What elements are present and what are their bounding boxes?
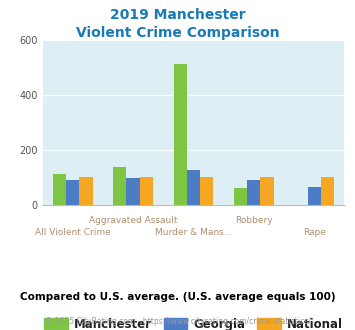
Bar [140, 177, 153, 205]
Text: Robbery: Robbery [235, 216, 273, 225]
Text: Rape: Rape [303, 228, 326, 237]
Text: Aggravated Assault: Aggravated Assault [89, 216, 178, 225]
Bar [261, 177, 274, 205]
Bar [53, 174, 66, 205]
Bar [113, 168, 126, 205]
Bar [174, 64, 187, 205]
Bar [187, 170, 200, 205]
Bar [234, 187, 247, 205]
Text: Violent Crime Comparison: Violent Crime Comparison [76, 26, 279, 40]
Legend: Manchester, Georgia, National: Manchester, Georgia, National [40, 313, 347, 330]
Bar [80, 177, 93, 205]
Bar [200, 177, 213, 205]
Bar [126, 179, 140, 205]
Text: Compared to U.S. average. (U.S. average equals 100): Compared to U.S. average. (U.S. average … [20, 292, 335, 302]
Bar [307, 187, 321, 205]
Bar [247, 181, 261, 205]
Text: Murder & Mans...: Murder & Mans... [155, 228, 232, 237]
Bar [321, 177, 334, 205]
Bar [66, 180, 80, 205]
Text: 2019 Manchester: 2019 Manchester [110, 8, 245, 22]
Text: © 2025 CityRating.com - https://www.cityrating.com/crime-statistics/: © 2025 CityRating.com - https://www.city… [45, 317, 310, 326]
Text: All Violent Crime: All Violent Crime [35, 228, 111, 237]
